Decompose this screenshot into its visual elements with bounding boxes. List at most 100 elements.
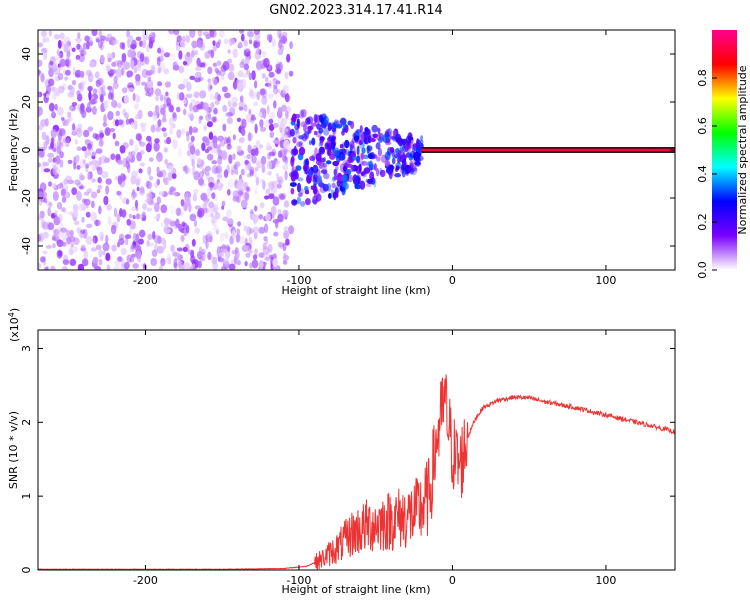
spectrogram-cell	[92, 256, 99, 264]
spectrogram-cell	[187, 55, 193, 63]
spectrogram-cell	[254, 123, 258, 134]
spectrogram-cell	[86, 223, 93, 229]
spectrogram-cell	[356, 155, 360, 163]
spectrogram-cell	[244, 57, 250, 65]
spectrogram-cell	[131, 191, 138, 199]
spectrogram-cell	[91, 237, 96, 245]
spectrogram-cell	[191, 41, 198, 49]
spectrogram-cell	[300, 201, 306, 207]
spectrogram-cell	[154, 88, 162, 97]
spectrogram-cell	[212, 62, 217, 67]
spectrogram-cell	[38, 262, 42, 269]
spectrogram-cell	[205, 240, 209, 250]
spectrogram-cell	[373, 178, 377, 188]
spectrogram-cell	[182, 98, 187, 105]
spectrogram-cell	[61, 232, 67, 242]
spectrogram-cell	[154, 243, 159, 252]
spectrogram-cell	[420, 135, 424, 141]
spectrogram-cell	[258, 112, 263, 117]
spectrogram-cell	[45, 244, 53, 249]
spectrogram-cell	[178, 50, 183, 60]
spectrogram-cell	[57, 85, 65, 94]
spectrogram-cell	[282, 153, 286, 163]
spectrogram-cell	[313, 113, 318, 124]
spectrogram-cell	[369, 152, 376, 160]
spectrogram-cell	[87, 150, 91, 157]
spectrogram-cell	[178, 262, 185, 270]
spectrogram-cell	[283, 225, 289, 232]
spectrogram-cell	[195, 66, 202, 71]
spectrogram-cell	[202, 234, 208, 244]
spectrogram-cell	[276, 88, 281, 94]
spectrogram-cell	[98, 205, 102, 215]
spectrogram-cell	[171, 173, 177, 180]
spectrogram-cell	[182, 60, 188, 66]
spectrogram-cell	[103, 100, 109, 110]
spectrogram-cell	[54, 226, 61, 232]
spectrogram-cell	[137, 255, 142, 263]
spectrogram-cell	[285, 238, 290, 246]
spectrogram-cell	[56, 202, 63, 210]
spectrogram-cell	[318, 141, 323, 147]
spectrogram-cell	[52, 191, 59, 202]
spectrogram-cell	[216, 60, 222, 66]
spectrogram-cell	[284, 116, 290, 121]
spectrogram-cell	[342, 166, 347, 172]
spectrogram-cell	[157, 119, 162, 128]
spectrogram-cell	[72, 123, 76, 131]
spectrogram-cell	[273, 122, 279, 128]
spectrogram-cell	[53, 87, 58, 96]
spectrogram-cell	[155, 95, 160, 101]
spectrogram-cell	[136, 95, 141, 103]
spectrogram-cell	[157, 81, 163, 87]
spectrogram-cell	[212, 225, 220, 232]
spectrogram-cell	[69, 247, 74, 256]
spectrogram-cell	[46, 93, 50, 99]
spectrogram-cell	[414, 161, 421, 166]
spectrogram-cell	[132, 215, 136, 220]
spectrogram-cell	[239, 30, 245, 34]
spectrogram-cell	[50, 265, 56, 270]
spectrogram-cell	[89, 99, 96, 105]
spectrogram-cell	[110, 153, 116, 160]
spectrogram-cell	[244, 245, 251, 253]
spectrogram-cell	[202, 31, 210, 36]
spectrogram-cell	[159, 265, 163, 270]
spectrogram-cell	[78, 203, 84, 212]
spectrogram-cell	[252, 254, 258, 260]
spectrogram-cell	[75, 54, 81, 60]
spectrogram-cell	[251, 154, 257, 164]
spectrogram-cell	[221, 205, 225, 210]
spectrogram-cell	[87, 143, 93, 150]
spectrogram-cell	[60, 227, 68, 233]
spectrogram-cell	[111, 61, 117, 67]
spectrogram-cell	[48, 102, 55, 112]
spectrogram-cell	[153, 202, 160, 213]
spectrogram-cell	[267, 171, 272, 176]
spectrogram-cell	[282, 242, 287, 252]
spectrogram-cell	[157, 235, 162, 244]
spectrogram-cell	[123, 94, 130, 105]
spectrogram-cell	[310, 122, 318, 127]
spectrogram-cell	[65, 59, 70, 65]
spectrogram-cell	[176, 247, 183, 252]
spectrogram-cell	[192, 165, 196, 175]
spectrogram-cell	[194, 128, 198, 133]
spectrogram-y-tick-label: 40	[20, 47, 33, 61]
spectrogram-cell	[207, 251, 212, 261]
spectrogram-cell	[256, 91, 261, 101]
colorbar-ticks: 0.0 0.2 0.4 0.6 0.8	[696, 69, 717, 279]
spectrogram-cell	[38, 91, 41, 98]
spectrogram-cell	[102, 250, 106, 256]
spectrogram-cell	[43, 141, 48, 150]
spectrogram-cell	[207, 66, 213, 75]
spectrogram-cell	[42, 231, 49, 239]
spectrogram-cell	[254, 205, 258, 212]
spectrogram-cell	[340, 186, 346, 192]
spectrogram-cell	[390, 135, 395, 140]
spectrogram-cell	[48, 181, 52, 187]
spectrogram-cell	[282, 209, 289, 218]
spectrogram-cell	[135, 36, 142, 41]
spectrogram-cell	[251, 114, 255, 119]
spectrogram-cell	[237, 83, 244, 92]
